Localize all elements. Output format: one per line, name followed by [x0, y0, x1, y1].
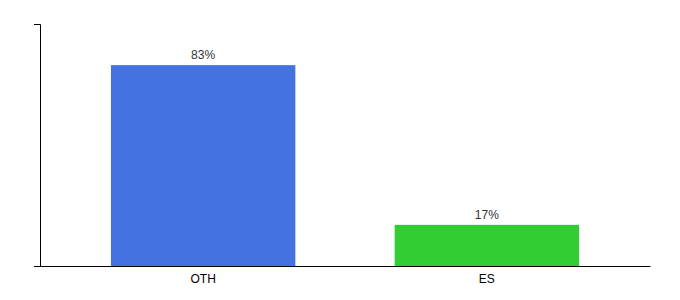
x-tick-label: ES — [479, 272, 495, 286]
x-tick: OTH — [190, 272, 215, 286]
plot: OTH ES 83% 17% — [34, 25, 651, 286]
bar — [395, 225, 579, 266]
bar — [111, 65, 295, 266]
x-axis: OTH ES — [41, 267, 651, 286]
data-label: 83% — [191, 48, 215, 62]
x-tick: ES — [479, 272, 495, 286]
data-label: 17% — [475, 208, 499, 222]
x-axis-line — [41, 266, 651, 267]
chart: OTH ES 83% 17% — [0, 0, 680, 300]
y-axis — [34, 25, 41, 267]
x-tick-label: OTH — [190, 272, 215, 286]
data-labels: 83% 17% — [191, 48, 499, 222]
y-axis-line — [34, 25, 41, 267]
bars — [111, 65, 579, 266]
